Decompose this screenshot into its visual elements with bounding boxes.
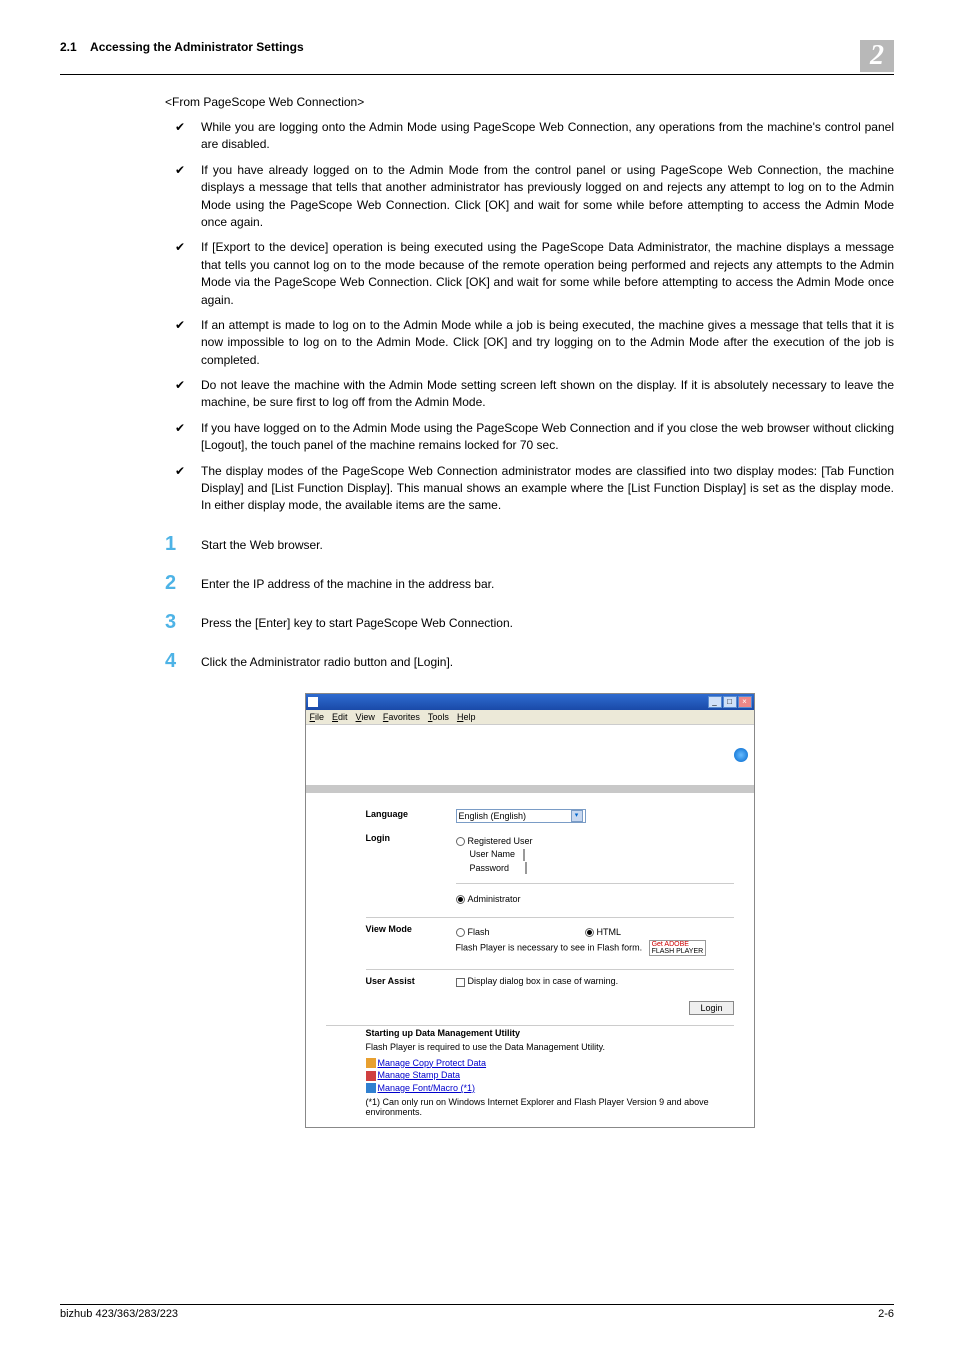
note-item: While you are logging onto the Admin Mod… [165,119,894,154]
toolbar-area [306,725,754,785]
administrator-label: Administrator [468,894,521,904]
link-icon [366,1058,376,1068]
login-form: Language English (English) ▾ Login Regis… [306,793,754,1025]
note-item: Do not leave the machine with the Admin … [165,377,894,412]
password-label: Password [470,863,510,873]
language-label: Language [366,809,456,823]
flash-note: Flash Player is necessary to see in Flas… [456,943,643,953]
step-number: 1 [165,533,201,556]
menu-favorites[interactable]: Favorites [383,712,420,722]
language-select[interactable]: English (English) ▾ [456,809,586,823]
password-input[interactable] [525,862,527,874]
steps-list: 1Start the Web browser. 2Enter the IP add… [165,533,894,673]
menu-file[interactable]: File [310,712,325,722]
intro-text: <From PageScope Web Connection> [165,95,894,109]
html-label: HTML [597,927,622,937]
step-text: Start the Web browser. [201,533,323,552]
menu-help[interactable]: Help [457,712,476,722]
registered-user-radio[interactable] [456,837,465,846]
username-input[interactable] [523,849,525,861]
minimize-button[interactable]: _ [708,696,722,708]
step-item: 4Click the Administrator radio button an… [165,650,894,673]
viewmode-label: View Mode [366,924,456,959]
footer-page: 2-6 [878,1308,894,1320]
html-radio[interactable] [585,928,594,937]
note-item: If you have logged on to the Admin Mode … [165,420,894,455]
data-management-section: Starting up Data Management Utility Flas… [306,1026,754,1128]
username-label: User Name [470,849,516,859]
chapter-number: 2 [860,40,894,72]
window-titlebar: _ □ × [306,694,754,710]
userassist-checkbox[interactable] [456,978,465,987]
browser-window: _ □ × File Edit View Favorites Tools Help Lan… [305,693,755,1129]
dm-link[interactable]: Manage Font/Macro (*1) [366,1083,734,1094]
step-text: Click the Administrator radio button and… [201,650,453,669]
close-button[interactable]: × [738,696,752,708]
dm-link[interactable]: Manage Stamp Data [366,1070,734,1081]
administrator-radio[interactable] [456,895,465,904]
section-heading: Accessing the Administrator Settings [90,40,304,54]
flash-label: Flash [468,927,490,937]
note-item: The display modes of the PageScope Web C… [165,463,894,515]
section-number: 2.1 [60,40,77,54]
step-number: 4 [165,650,201,673]
maximize-button[interactable]: □ [723,696,737,708]
notes-list: While you are logging onto the Admin Mod… [165,119,894,515]
section-title: 2.1 Accessing the Administrator Settings [60,40,304,54]
note-item: If you have already logged on to the Adm… [165,162,894,232]
dm-text: Flash Player is required to use the Data… [366,1042,734,1052]
dm-title: Starting up Data Management Utility [366,1028,734,1038]
login-label: Login [366,833,456,908]
link-icon [366,1083,376,1093]
page-footer: bizhub 423/363/283/223 2-6 [60,1304,894,1320]
step-text: Enter the IP address of the machine in t… [201,572,494,591]
flash-player-badge[interactable]: Get ADOBEFLASH PLAYER [649,940,707,956]
step-text: Press the [Enter] key to start PageScope… [201,611,513,630]
login-button[interactable]: Login [689,1001,733,1015]
menu-view[interactable]: View [356,712,375,722]
link-icon [366,1071,376,1081]
banner-bar [306,785,754,793]
note-item: If an attempt is made to log on to the A… [165,317,894,369]
menu-tools[interactable]: Tools [428,712,449,722]
app-icon [308,697,318,707]
userassist-label: User Assist [366,976,456,986]
registered-user-label: Registered User [468,836,533,846]
dm-footnote: (*1) Can only run on Windows Internet Ex… [366,1097,734,1117]
footer-model: bizhub 423/363/283/223 [60,1308,178,1320]
step-number: 2 [165,572,201,595]
note-item: If [Export to the device] operation is b… [165,239,894,309]
dm-link[interactable]: Manage Copy Protect Data [366,1058,734,1069]
step-item: 3Press the [Enter] key to start PageScop… [165,611,894,634]
userassist-text: Display dialog box in case of warning. [468,976,619,986]
ie-icon [734,748,748,762]
chevron-down-icon: ▾ [571,810,583,822]
language-value: English (English) [459,811,527,821]
step-item: 1Start the Web browser. [165,533,894,556]
menu-bar: File Edit View Favorites Tools Help [306,710,754,725]
flash-radio[interactable] [456,928,465,937]
page-header: 2.1 Accessing the Administrator Settings… [60,40,894,75]
step-number: 3 [165,611,201,634]
step-item: 2Enter the IP address of the machine in … [165,572,894,595]
menu-edit[interactable]: Edit [332,712,348,722]
